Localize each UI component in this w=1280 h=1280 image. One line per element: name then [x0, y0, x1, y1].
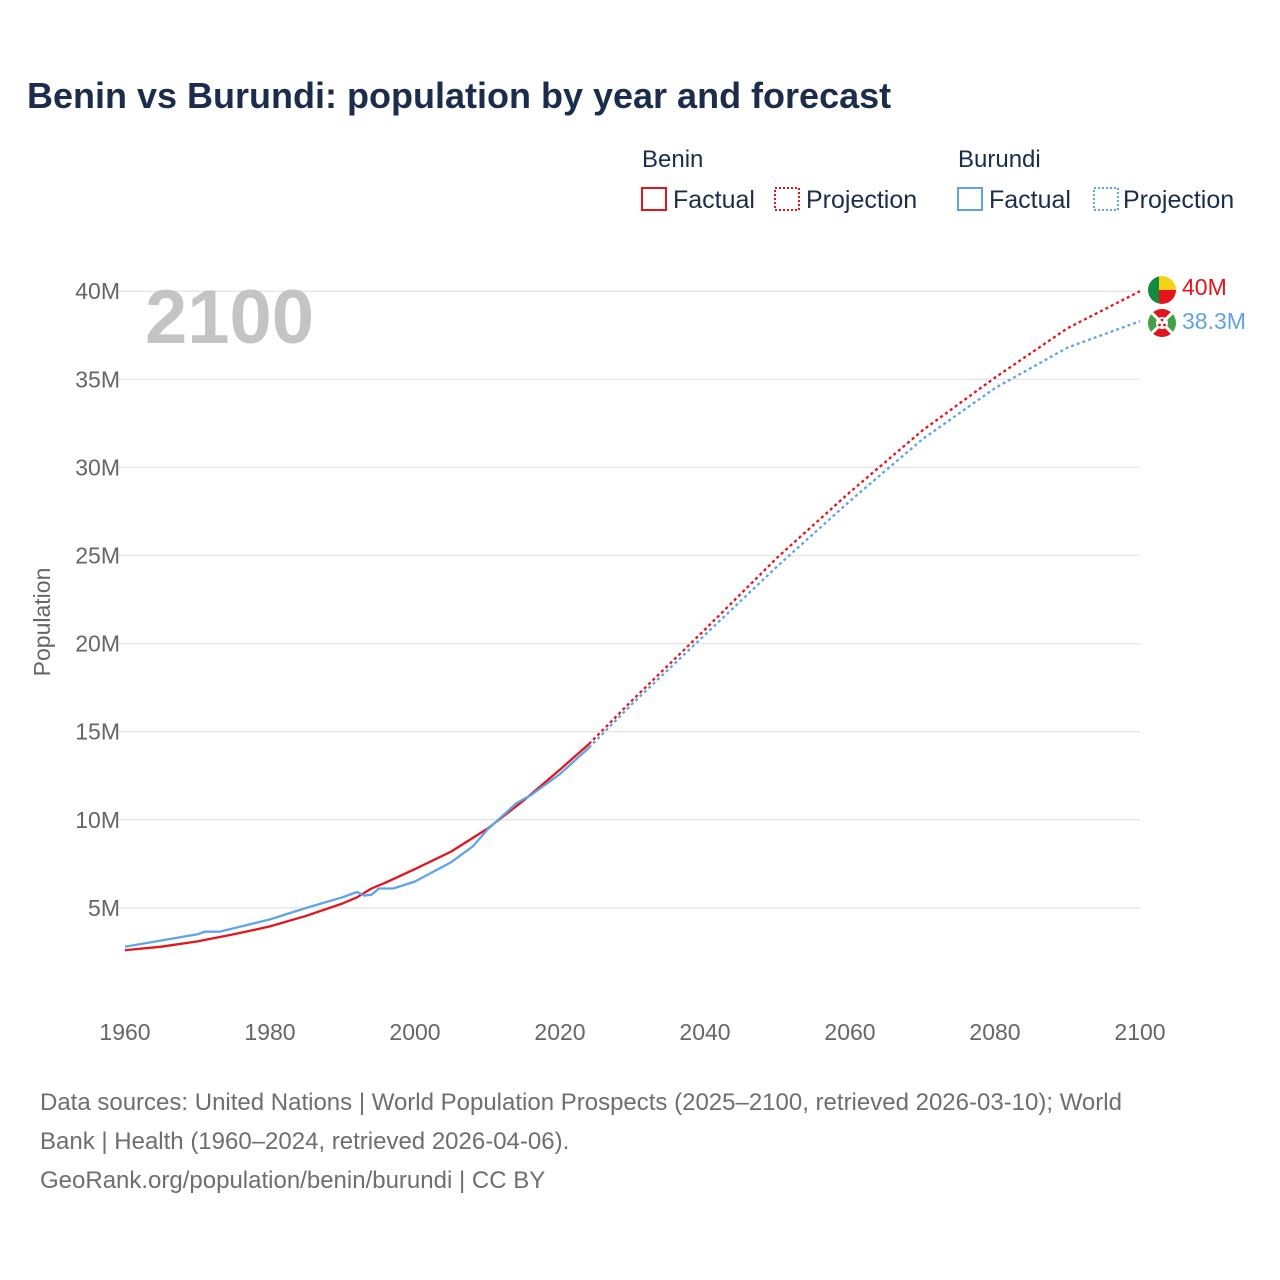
legend-label-benin-projection[interactable]: Projection	[806, 186, 917, 214]
source-line-3[interactable]: GeoRank.org/population/benin/burundi | C…	[40, 1167, 546, 1194]
gridlines	[115, 290, 1140, 909]
series-line-benin-projection	[588, 290, 1141, 745]
y-axis-ticks: 5M 10M 15M 20M 25M 30M 35M 40M	[75, 278, 120, 921]
x-tick-label: 2060	[824, 1019, 875, 1045]
x-tick-label: 2040	[679, 1019, 730, 1045]
source-footnote: Data sources: United Nations | World Pop…	[40, 1083, 1240, 1200]
y-tick-label: 10M	[75, 807, 120, 833]
x-tick-label: 1960	[99, 1019, 150, 1045]
legend-label-benin-factual[interactable]: Factual	[673, 186, 755, 214]
x-tick-label: 2080	[969, 1019, 1020, 1045]
highlight-year: 2100	[145, 275, 314, 360]
series-line-benin-factual	[124, 743, 590, 952]
x-tick-label: 1980	[244, 1019, 295, 1045]
legend-label-burundi-factual[interactable]: Factual	[989, 186, 1071, 214]
legend-swatch-burundi-projection[interactable]	[1093, 187, 1119, 211]
y-tick-label: 25M	[75, 543, 120, 569]
x-axis-ticks: 1960 1980 2000 2020 2040 2060 2080 2100	[99, 1019, 1165, 1045]
legend-group-benin: Benin	[642, 146, 703, 173]
y-tick-label: 30M	[75, 454, 120, 480]
series-line-burundi-factual	[124, 746, 590, 948]
y-tick-label: 5M	[88, 895, 120, 921]
y-axis-label: Population	[29, 568, 55, 677]
source-line-1: Data sources: United Nations | World Pop…	[40, 1089, 1122, 1116]
y-tick-label: 20M	[75, 631, 120, 657]
source-line-2: Bank | Health (1960–2024, retrieved 2026…	[40, 1128, 570, 1155]
legend-swatch-burundi-factual[interactable]	[957, 187, 983, 211]
y-tick-label: 15M	[75, 719, 120, 745]
chart-title: Benin vs Burundi: population by year and…	[27, 75, 891, 116]
x-tick-label: 2020	[534, 1019, 585, 1045]
series-line-burundi-projection	[588, 320, 1141, 749]
legend: Benin Factual Projection Burundi Factual…	[641, 146, 1234, 214]
y-tick-label: 40M	[75, 278, 120, 304]
series-lines	[124, 290, 1141, 952]
legend-label-burundi-projection[interactable]: Projection	[1123, 186, 1234, 214]
x-tick-label: 2100	[1114, 1019, 1165, 1045]
burundi-flag-icon	[1148, 309, 1176, 337]
y-tick-label: 35M	[75, 366, 120, 392]
benin-flag-icon	[1148, 276, 1176, 304]
x-tick-label: 2000	[389, 1019, 440, 1045]
end-label-burundi: 38.3M	[1182, 308, 1246, 334]
end-label-benin: 40M	[1182, 274, 1227, 300]
chart: Benin vs Burundi: population by year and…	[27, 75, 1246, 1045]
legend-group-burundi: Burundi	[958, 146, 1041, 173]
legend-swatch-benin-factual[interactable]	[641, 187, 667, 211]
legend-swatch-benin-projection[interactable]	[774, 187, 800, 211]
